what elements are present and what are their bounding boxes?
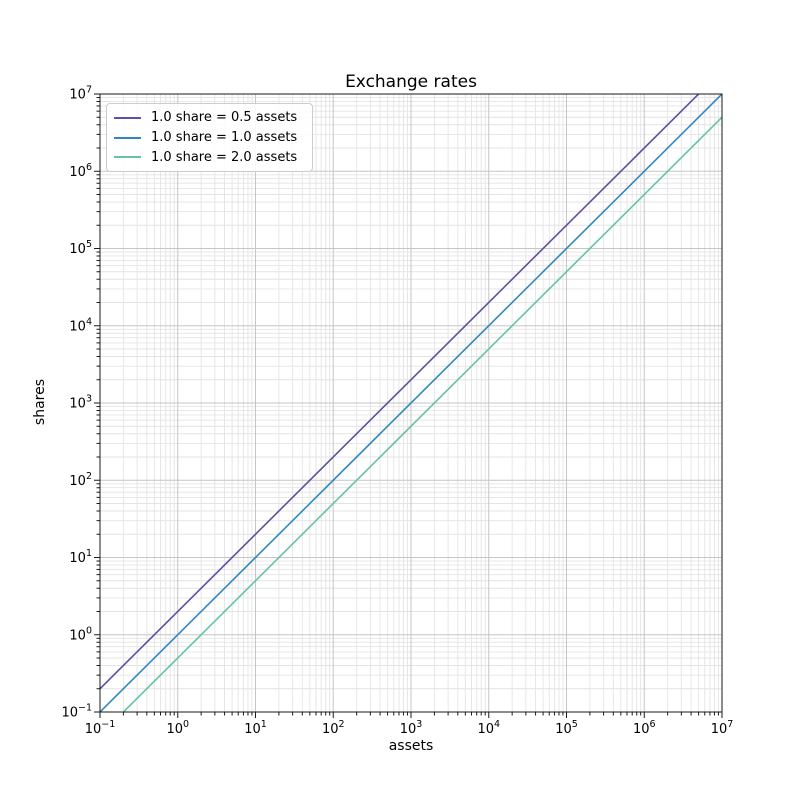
tick-label: 102: [322, 719, 345, 737]
legend-line-sample: [114, 136, 141, 139]
tick-label: 101: [244, 719, 267, 737]
data-line: [100, 94, 722, 712]
tick-label: 10−1: [61, 703, 92, 721]
tick-label: 107: [711, 719, 734, 737]
tick-label: 101: [69, 548, 92, 566]
y-axis-label: shares: [32, 378, 48, 426]
chart-title: Exchange rates: [345, 72, 477, 92]
legend-item: 1.0 share = 0.5 assets: [114, 108, 304, 128]
legend-label: 1.0 share = 2.0 assets: [151, 149, 298, 165]
tick-label: 100: [166, 719, 189, 737]
data-line: [122, 116, 722, 712]
tick-labels: 10−1 100 101 102 103 104 105 106 107 10−1 100 101 10…: [61, 85, 733, 738]
tick-label: 10−1: [85, 719, 116, 737]
tick-label: 106: [69, 162, 92, 180]
tick-label: 105: [555, 719, 578, 737]
legend-item: 1.0 share = 2.0 assets: [114, 147, 304, 167]
tick-label: 100: [69, 625, 92, 643]
legend-label: 1.0 share = 0.5 assets: [151, 110, 298, 126]
tick-label: 102: [69, 471, 92, 489]
tick-label: 103: [69, 394, 92, 412]
legend-item: 1.0 share = 1.0 assets: [114, 128, 304, 148]
data-lines: [100, 94, 722, 712]
data-line: [100, 94, 700, 690]
tick-label: 106: [633, 719, 656, 737]
legend-label: 1.0 share = 1.0 assets: [151, 130, 298, 145]
legend-line-sample: [114, 156, 141, 159]
tick-label: 104: [69, 316, 92, 334]
axis-ticks: [94, 93, 723, 718]
tick-label: 104: [477, 719, 500, 737]
tick-label: 105: [69, 239, 92, 257]
legend: 1.0 share = 0.5 assets 1.0 share = 1.0 a…: [106, 103, 313, 172]
tick-label: 103: [400, 719, 423, 737]
tick-label: 107: [69, 85, 92, 103]
legend-line-sample: [114, 116, 141, 119]
x-axis-label: assets: [388, 738, 434, 754]
